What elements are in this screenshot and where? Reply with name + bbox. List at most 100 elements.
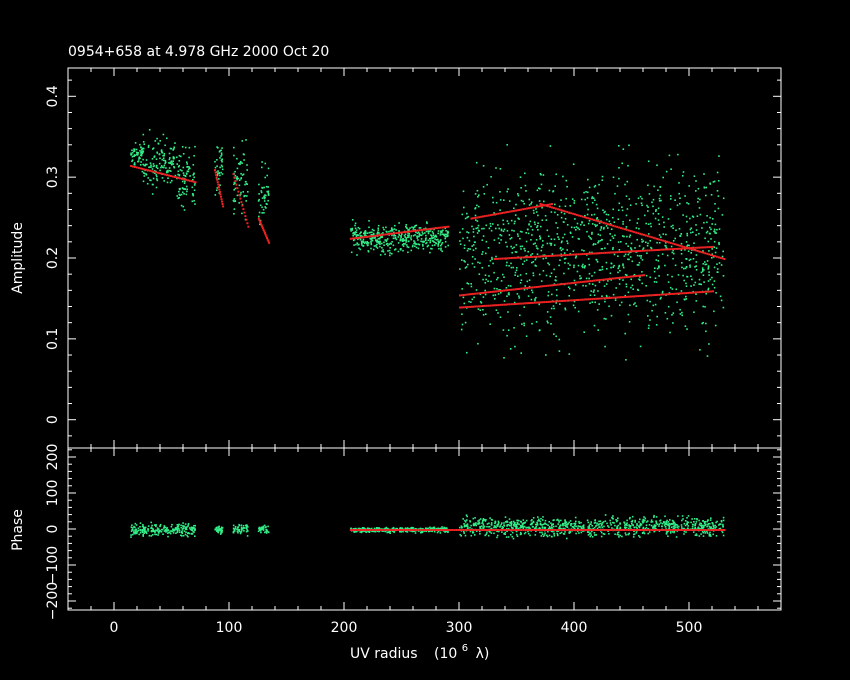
amplitude-model-point — [503, 257, 506, 260]
phase-point — [702, 535, 705, 537]
amplitude-model-point — [606, 297, 609, 300]
amplitude-point — [695, 234, 697, 236]
amplitude-point — [507, 293, 510, 295]
amplitude-point — [701, 322, 703, 325]
amplitude-point — [423, 240, 425, 243]
amplitude-point — [593, 213, 596, 216]
phase-model-point — [414, 529, 417, 531]
amplitude-model-point — [566, 211, 569, 213]
amplitude-point — [478, 273, 481, 275]
amplitude-model-point — [631, 230, 634, 233]
amplitude-point — [514, 251, 517, 253]
phase-model-point — [723, 529, 726, 531]
phase-point — [686, 521, 689, 523]
amplitude-point — [707, 266, 710, 269]
amplitude-point — [147, 146, 150, 148]
amplitude-model-point — [216, 178, 219, 181]
amplitude-point — [164, 159, 167, 162]
phase-model-point — [616, 529, 619, 531]
phase-point — [496, 536, 498, 539]
amplitude-point — [719, 295, 722, 298]
amplitude-point — [503, 300, 506, 302]
amplitude-model-point — [621, 296, 624, 299]
phase-point — [665, 521, 667, 523]
amplitude-model-point — [627, 295, 630, 298]
amplitude-point — [699, 349, 701, 351]
amplitude-model-point — [474, 292, 477, 295]
phase-point — [588, 524, 591, 527]
phase-point — [638, 526, 641, 529]
phase-point — [566, 526, 569, 528]
amplitude-point — [150, 179, 152, 182]
phase-point — [261, 527, 263, 529]
phase-point — [595, 534, 598, 536]
x-tick-label: 500 — [676, 620, 703, 636]
phase-point — [505, 536, 508, 538]
amplitude-point — [618, 278, 621, 281]
phase-point — [447, 531, 449, 534]
amplitude-model-point — [459, 306, 461, 309]
phase-point — [629, 526, 631, 528]
amplitude-point — [588, 272, 591, 275]
phase-point — [176, 529, 179, 532]
amplitude-point — [441, 230, 443, 232]
phase-point — [651, 521, 654, 523]
amplitude-point — [184, 146, 187, 149]
phase-point — [638, 525, 640, 528]
amplitude-point — [582, 263, 584, 266]
amplitude-point — [439, 234, 442, 236]
phase-point — [166, 532, 169, 534]
amplitude-point — [687, 244, 689, 246]
amplitude-point — [214, 160, 216, 163]
phase-point — [433, 526, 436, 529]
amplitude-point — [612, 216, 614, 219]
amplitude-model-point — [637, 250, 640, 252]
phase-point — [592, 527, 594, 530]
phase-point — [558, 521, 560, 523]
amplitude-model-point — [365, 235, 368, 238]
amplitude-point — [382, 232, 384, 234]
amplitude-point — [629, 256, 632, 258]
phase-point — [494, 526, 496, 528]
amplitude-point — [267, 192, 269, 194]
phase-point — [691, 527, 694, 530]
amplitude-point — [540, 173, 542, 176]
amplitude-point — [368, 220, 370, 222]
amplitude-point — [166, 170, 168, 172]
amplitude-point — [359, 231, 362, 234]
phase-model-point — [506, 529, 509, 531]
amplitude-point — [219, 157, 221, 159]
phase-point — [710, 517, 712, 519]
phase-point — [668, 522, 670, 525]
phase-model-point — [499, 529, 502, 531]
amplitude-point — [432, 234, 435, 236]
amplitude-point — [664, 312, 667, 314]
amplitude-point — [679, 235, 681, 237]
amplitude-model-point — [620, 251, 622, 253]
phase-point — [525, 519, 528, 522]
amplitude-model-point — [535, 301, 538, 304]
amplitude-point — [598, 303, 600, 305]
amplitude-point — [605, 213, 608, 216]
amplitude-point — [655, 324, 658, 326]
amplitude-model-point — [662, 293, 665, 296]
phase-point — [560, 531, 563, 534]
amplitude-model-point — [395, 232, 398, 235]
phase-model-point — [621, 529, 624, 531]
phase-point — [653, 514, 655, 517]
amplitude-point — [142, 141, 145, 143]
phase-point — [541, 531, 543, 534]
amplitude-point — [139, 164, 142, 166]
amplitude-point — [605, 294, 608, 297]
amplitude-point — [483, 193, 486, 195]
amplitude-point — [216, 165, 218, 167]
phase-point — [706, 530, 708, 533]
amplitude-model-point — [612, 224, 615, 227]
amplitude-point — [638, 255, 641, 257]
phase-point — [690, 521, 692, 524]
phase-point — [131, 524, 133, 526]
amplitude-point — [492, 196, 494, 199]
amplitude-point — [656, 315, 658, 318]
phase-point — [698, 519, 700, 522]
amplitude-point — [414, 234, 416, 236]
